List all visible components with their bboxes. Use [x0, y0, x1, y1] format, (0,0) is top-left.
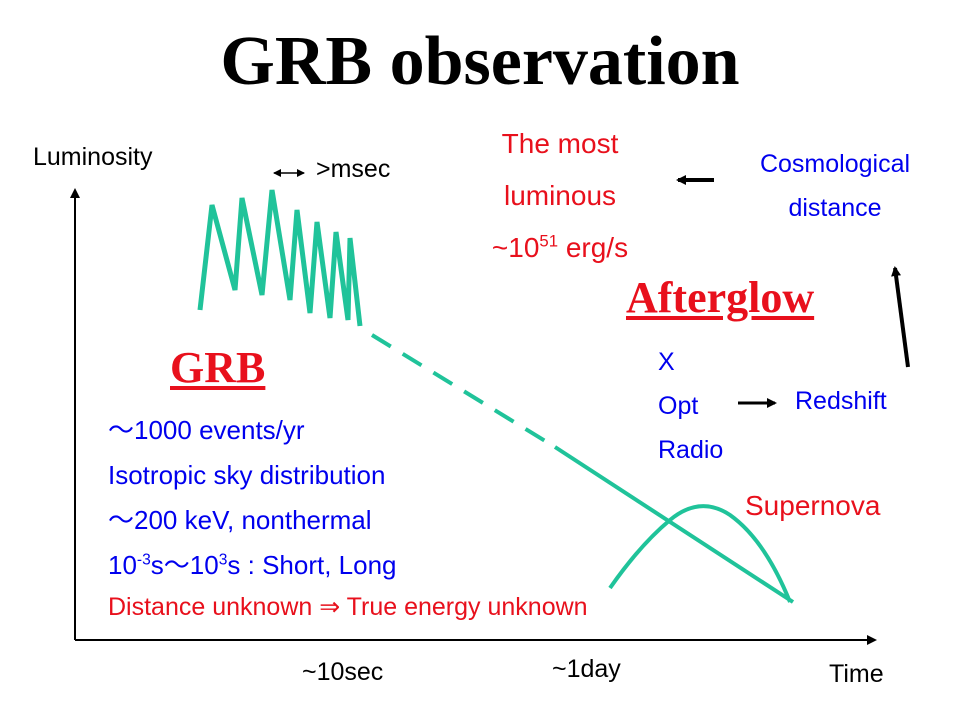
fact-duration: 10-3s～103s : Short, Long [108, 550, 397, 580]
cosmological-line1: Cosmological [759, 150, 911, 178]
distance-note: Distance unknown ⇒ True energy unknown [108, 593, 588, 621]
band-opt: Opt [658, 392, 699, 420]
grb-facts: ～1000 events/yr Isotropic sky distributi… [108, 408, 397, 588]
supernova-label: Supernova [745, 490, 881, 521]
prompt-burst-curve [197, 189, 363, 327]
supernova-curve [608, 504, 792, 603]
page-title: GRB observation [220, 23, 740, 100]
afterglow-bands: X Opt Radio [658, 340, 723, 472]
cosmological-line2: distance [788, 194, 882, 222]
cosmological-distance-label: Cosmological distance [720, 142, 950, 230]
fact-energy: ～200 keV, nonthermal [108, 505, 372, 535]
fact-events: ～1000 events/yr [108, 415, 305, 445]
burst-duration-label: >msec [316, 155, 391, 183]
redshift-to-distance-arrow [891, 266, 910, 368]
afterglow-heading: Afterglow [626, 273, 815, 322]
luminous-line1: The most [501, 128, 619, 159]
luminous-line3: ~1051 erg/s [491, 231, 629, 263]
luminous-block: The most luminous ~1051 erg/s [440, 118, 680, 274]
fact-isotropic: Isotropic sky distribution [108, 460, 386, 490]
redshift-label: Redshift [795, 387, 887, 415]
luminous-line2: luminous [503, 180, 617, 211]
afterglow-decay-solid [553, 445, 795, 604]
afterglow-decay-dashed [370, 333, 557, 449]
band-x: X [658, 348, 675, 376]
grb-heading: GRB [170, 343, 266, 392]
x-tick-10sec: ~10sec [302, 658, 384, 686]
x-tick-1day: ~1day [552, 655, 621, 683]
x-axis-label: Time [829, 660, 884, 688]
y-axis-label: Luminosity [33, 143, 153, 171]
band-radio: Radio [658, 436, 724, 464]
